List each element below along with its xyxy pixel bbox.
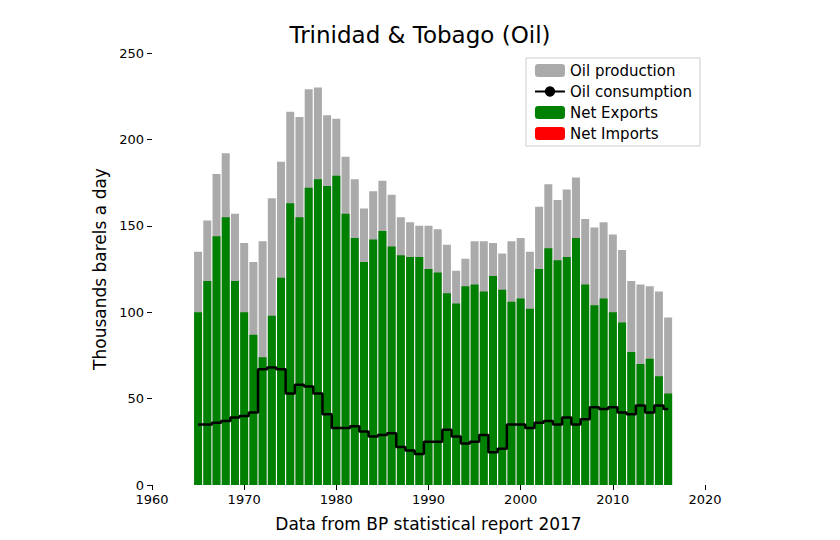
svg-text:1990: 1990 <box>412 492 445 507</box>
svg-text:1970: 1970 <box>228 492 261 507</box>
svg-text:Oil production: Oil production <box>570 62 675 80</box>
svg-text:Oil consumption: Oil consumption <box>570 83 692 101</box>
svg-text:1980: 1980 <box>320 492 353 507</box>
svg-text:Thousands barels a day: Thousands barels a day <box>90 168 110 371</box>
svg-text:Data from BP statistical repor: Data from BP statistical report 2017 <box>275 514 581 534</box>
svg-text:Net Imports: Net Imports <box>570 125 659 143</box>
svg-text:150: 150 <box>119 218 144 233</box>
svg-text:1960: 1960 <box>135 492 168 507</box>
svg-text:100: 100 <box>119 305 144 320</box>
svg-text:50: 50 <box>127 391 144 406</box>
svg-text:Trinidad & Tobago (Oil): Trinidad & Tobago (Oil) <box>288 22 550 48</box>
svg-text:2000: 2000 <box>504 492 537 507</box>
svg-text:Net Exports: Net Exports <box>570 104 658 122</box>
svg-text:2010: 2010 <box>596 492 629 507</box>
svg-text:0: 0 <box>136 478 144 493</box>
svg-text:250: 250 <box>119 46 144 61</box>
svg-text:2020: 2020 <box>688 492 721 507</box>
svg-text:200: 200 <box>119 132 144 147</box>
